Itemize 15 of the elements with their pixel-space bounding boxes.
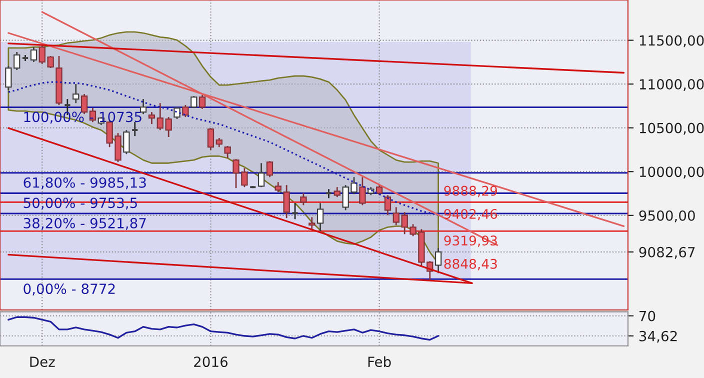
annotation: 61,80% - 9985,13 xyxy=(24,177,146,190)
annotation: 0,00% - 8772 xyxy=(24,284,115,296)
y-tick-label: 34,62 xyxy=(639,330,677,343)
x-tick-label: 2016 xyxy=(194,356,228,368)
y-tick-label: 9500,00 xyxy=(639,210,695,222)
y-tick-label: 9082,67 xyxy=(639,246,695,259)
y-tick-label: 70 xyxy=(640,310,656,322)
x-tick-label: Dez xyxy=(30,356,55,368)
annotation: 8848,43 xyxy=(444,258,497,270)
y-tick-label: 11500,00 xyxy=(640,35,704,48)
y-tick-label: 10000,00 xyxy=(640,166,704,179)
y-tick-label: 10500,00 xyxy=(640,122,704,135)
annotation: 38,20% - 9521,87 xyxy=(24,218,146,230)
x-tick-label: Feb xyxy=(368,356,391,368)
y-tick-label: 11000,00 xyxy=(640,79,704,91)
